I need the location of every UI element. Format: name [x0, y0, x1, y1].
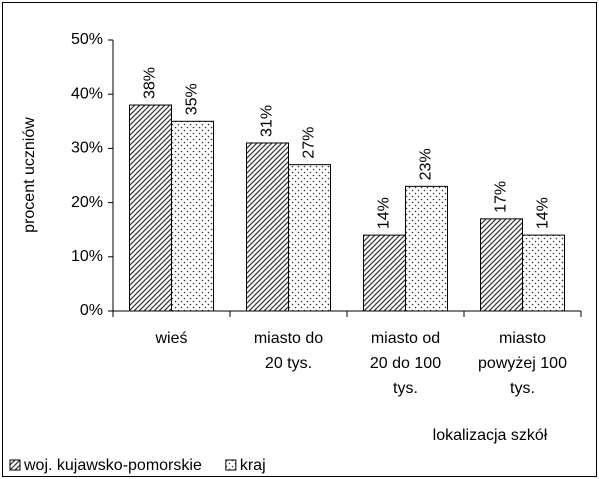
bar: [129, 104, 172, 312]
legend-label: woj. kujawsko-pomorskie: [23, 457, 202, 474]
x-axis-label: lokalizacja szkół: [433, 427, 548, 444]
legend-swatch: [9, 459, 21, 471]
bar: [480, 218, 523, 312]
bar: [171, 120, 214, 312]
bar: [288, 164, 331, 312]
bar: [246, 142, 289, 312]
data-label: 27%: [301, 127, 318, 159]
x-tick-label: miasto od: [371, 330, 440, 347]
x-tick-label: miasto: [499, 330, 546, 347]
y-axis-label: procent uczniów: [21, 117, 38, 233]
x-tick-label: miasto do: [254, 330, 323, 347]
bar: [363, 234, 406, 312]
y-tick-label: 10%: [71, 248, 103, 265]
data-label: 31%: [259, 105, 276, 137]
bar: [405, 185, 448, 312]
x-tick-label: 20 do 100: [370, 355, 441, 372]
data-label: 38%: [142, 67, 159, 99]
y-tick-label: 40%: [71, 85, 103, 102]
legend-swatch: [225, 459, 237, 471]
x-tick-label: wieś: [154, 330, 187, 347]
x-tick-label: tys.: [393, 380, 418, 397]
data-label: 14%: [535, 197, 552, 229]
x-tick-label: tys.: [510, 380, 535, 397]
x-tick-label: 20 tys.: [265, 355, 312, 372]
y-tick-label: 30%: [71, 140, 103, 157]
data-label: 23%: [418, 148, 435, 180]
data-label: 35%: [184, 83, 201, 115]
data-label: 17%: [493, 181, 510, 213]
y-tick-label: 20%: [71, 194, 103, 211]
data-label: 14%: [376, 197, 393, 229]
bar: [522, 234, 565, 312]
legend-label: kraj: [240, 457, 266, 474]
y-tick-label: 50%: [71, 31, 103, 48]
x-tick-label: powyżej 100: [478, 355, 567, 372]
y-tick-label: 0%: [80, 302, 103, 319]
